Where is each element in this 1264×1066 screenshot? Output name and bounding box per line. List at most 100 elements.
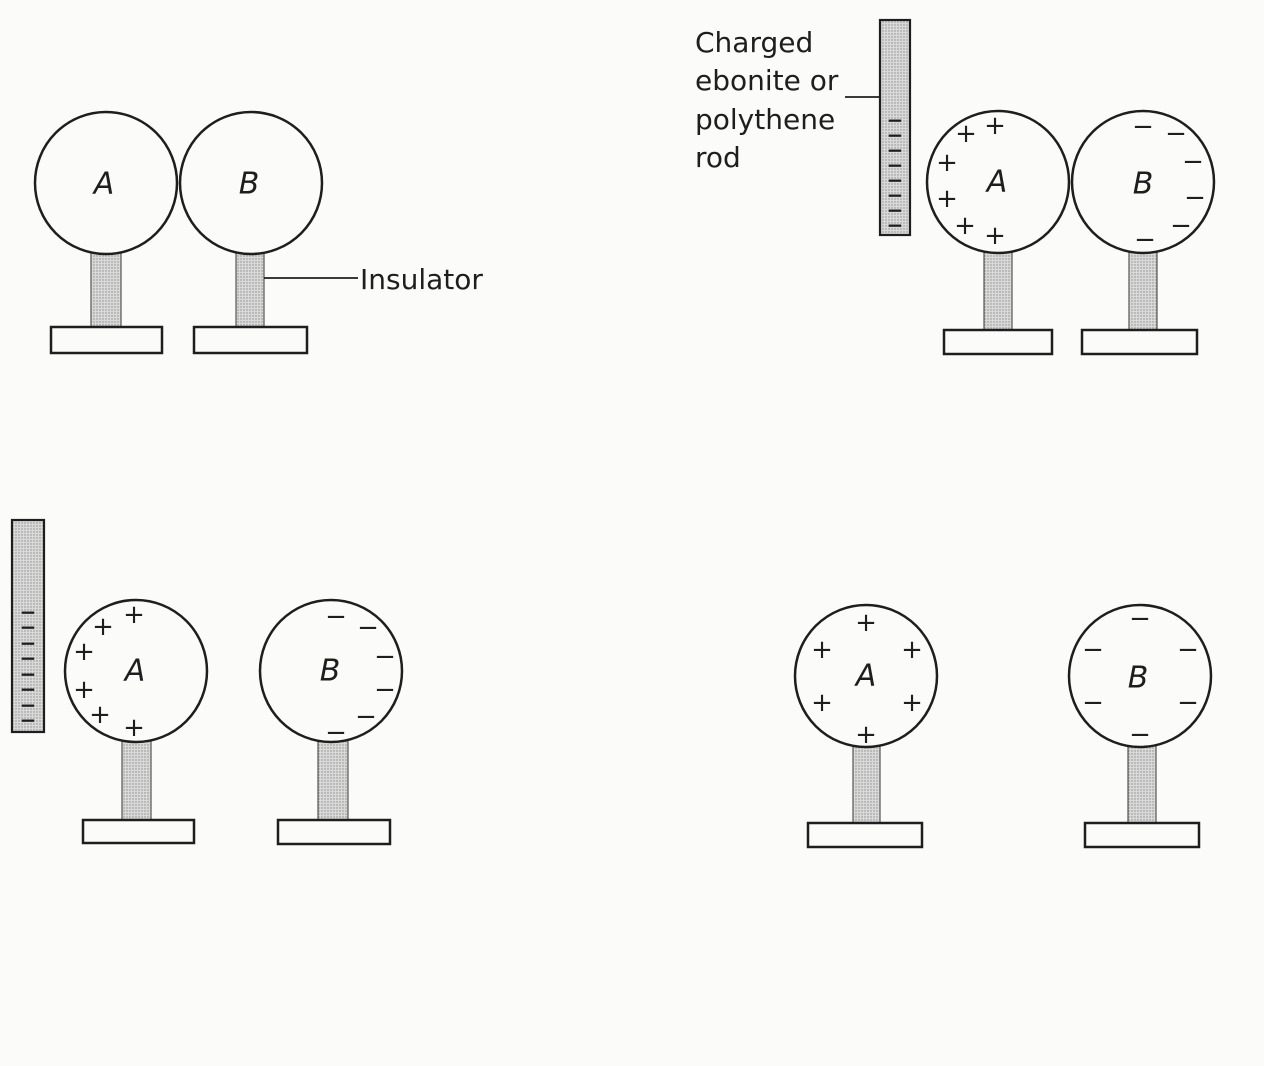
insulator-callout: Insulator — [360, 263, 483, 296]
sphere-b-label: B — [320, 654, 341, 689]
plus-sign: + — [955, 119, 977, 149]
minus-sign: − — [1082, 635, 1104, 665]
sphere-a — [793, 603, 939, 749]
minus-sign: − — [20, 693, 37, 717]
stand-base — [81, 818, 196, 845]
sphere-b-assembly: B −−−−−− — [258, 598, 404, 846]
rod-caption-line: ebonite or — [695, 64, 839, 97]
sphere-a-charges: ++++++ — [936, 111, 1006, 251]
plus-sign: + — [984, 221, 1006, 251]
minus-sign: − — [355, 702, 377, 732]
plus-sign: + — [123, 600, 145, 630]
minus-sign: − — [887, 213, 904, 237]
minus-sign: − — [20, 615, 37, 639]
minus-sign: − — [1182, 147, 1204, 177]
sphere-a-charges: ++++++ — [73, 600, 145, 743]
minus-sign: − — [357, 613, 379, 643]
sphere-b-label: B — [239, 167, 260, 202]
sphere-b-charges: −−−−−− — [1082, 604, 1199, 750]
plus-sign: + — [123, 713, 145, 743]
minus-sign: − — [20, 708, 37, 732]
rod-caption-line: polythene — [695, 103, 835, 136]
rod-charges: −−−−−−−− — [887, 108, 904, 237]
minus-sign: − — [887, 108, 904, 132]
insulating-stand — [121, 737, 152, 821]
sphere-b-assembly: B −−−−−− — [1067, 603, 1213, 849]
plus-sign: + — [855, 608, 877, 638]
panel-rod-induction: Charged ebonite or polythene rod −−−−−−−… — [695, 18, 1216, 356]
minus-sign: − — [20, 677, 37, 701]
plus-sign: + — [811, 635, 833, 665]
plus-sign: + — [936, 148, 958, 178]
minus-sign: − — [887, 198, 904, 222]
minus-sign: − — [1170, 211, 1192, 241]
minus-sign: − — [1177, 635, 1199, 665]
minus-sign: − — [20, 631, 37, 655]
minus-sign: − — [1165, 119, 1187, 149]
sphere-a-assembly: A ++++++ — [925, 109, 1071, 356]
plus-sign: + — [936, 184, 958, 214]
sphere-a-label: A — [985, 165, 1008, 200]
sphere-b-assembly: B −−−−−− — [1070, 109, 1216, 356]
sphere-a-assembly: A ++++++ — [63, 598, 209, 845]
plus-sign: + — [984, 111, 1006, 141]
minus-sign: − — [887, 138, 904, 162]
sphere-a-label: A — [854, 659, 877, 694]
insulating-stand — [317, 737, 349, 821]
stand-base — [942, 328, 1054, 356]
sphere-a — [925, 109, 1071, 255]
charged-rod — [878, 18, 912, 237]
minus-sign: − — [1184, 183, 1206, 213]
sphere-b — [178, 110, 324, 256]
insulating-stand — [235, 249, 265, 328]
plus-sign: + — [73, 675, 95, 705]
sphere-a-label: A — [123, 654, 146, 689]
plus-sign: + — [855, 720, 877, 750]
sphere-b-label: B — [1128, 661, 1149, 696]
sphere-b-assembly: B — [178, 110, 324, 355]
minus-sign: − — [887, 153, 904, 177]
minus-sign: − — [325, 718, 347, 748]
sphere-a-assembly: A + + + + + + — [793, 603, 939, 849]
panel-spheres-separated: −−−−−−−− A + ++++ + B − −−−−− — [10, 518, 404, 846]
minus-sign: − — [1177, 688, 1199, 718]
rod-caption: Charged ebonite or polythene rod — [695, 26, 839, 174]
sphere-b — [1070, 109, 1216, 255]
charged-rod — [10, 518, 46, 734]
rod-caption-line: Charged — [695, 26, 813, 59]
plus-sign: + — [89, 700, 111, 730]
minus-sign: − — [887, 123, 904, 147]
sphere-b-charges: −−−−−− — [1132, 112, 1206, 255]
minus-sign: − — [1129, 720, 1151, 750]
minus-sign: − — [374, 642, 396, 672]
rod-charges: −−−−−−−− — [20, 600, 37, 732]
minus-sign: − — [1134, 225, 1156, 255]
minus-sign: − — [1129, 604, 1151, 634]
minus-sign: − — [20, 600, 37, 624]
plus-sign: + — [901, 635, 923, 665]
insulating-stand — [852, 742, 881, 824]
rod-caption-line: rod — [695, 141, 741, 174]
stand-base — [1080, 328, 1199, 356]
panel-spheres-touching: A B Insulator — [33, 110, 483, 355]
plus-sign: + — [901, 688, 923, 718]
stand-base — [49, 325, 164, 355]
minus-sign: − — [374, 675, 396, 705]
panel-charged-spheres: A + + + + + + B −− −− −− — [793, 603, 1213, 849]
plus-sign: + — [954, 211, 976, 241]
sphere-b — [258, 598, 404, 744]
stand-base — [806, 821, 924, 849]
stand-base — [1083, 821, 1201, 849]
sphere-a-label: A — [92, 167, 115, 202]
sphere-a — [33, 110, 179, 256]
insulating-stand — [1128, 248, 1158, 331]
stand-base — [192, 325, 309, 355]
minus-sign: − — [1132, 112, 1154, 142]
insulating-stand — [1127, 742, 1157, 824]
minus-sign: − — [325, 602, 347, 632]
minus-sign: − — [887, 183, 904, 207]
insulating-stand — [983, 248, 1013, 331]
plus-sign: + — [811, 688, 833, 718]
sphere-a-assembly: A — [33, 110, 179, 355]
